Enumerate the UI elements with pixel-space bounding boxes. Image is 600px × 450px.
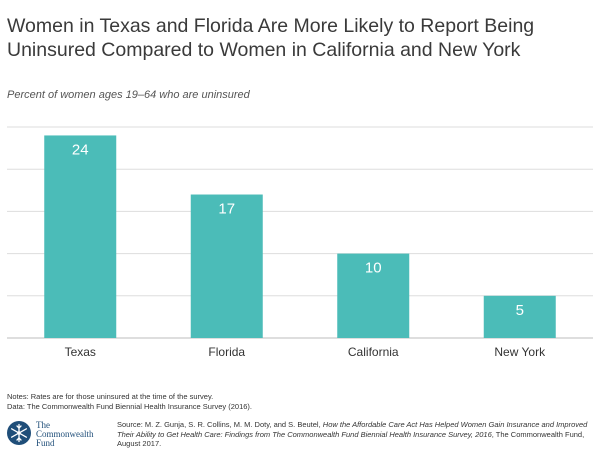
logo-wordmark: The Commonwealth Fund xyxy=(36,421,94,448)
category-label: Texas xyxy=(65,345,96,359)
bar xyxy=(190,194,263,338)
notes-line: Notes: Rates are for those uninsured at … xyxy=(7,392,214,401)
category-label: California xyxy=(348,345,399,359)
logo-text-line: Commonwealth xyxy=(36,429,94,439)
chart-notes: Notes: Rates are for those uninsured at … xyxy=(7,392,252,412)
source-title: How the Affordable Care Act Has Helped W… xyxy=(117,420,588,439)
logo-text-line: Fund xyxy=(36,438,55,448)
chart-subtitle: Percent of women ages 19–64 who are unin… xyxy=(7,89,250,101)
data-line: Data: The Commonwealth Fund Biennial Hea… xyxy=(7,402,252,411)
chart-title: Women in Texas and Florida Are More Like… xyxy=(7,15,535,61)
bars xyxy=(44,135,556,338)
bar xyxy=(483,295,556,338)
source-suffix: , The Commonwealth Fund, August 2017. xyxy=(117,429,585,449)
logo-text-line: The xyxy=(36,420,50,430)
data-labels: 24 17 10 5 xyxy=(72,141,524,318)
bar-chart: 24 17 10 5 Texas Florida California New York xyxy=(7,126,593,359)
bar xyxy=(44,135,117,338)
snowflake-seal-icon xyxy=(7,421,31,445)
data-label: 17 xyxy=(218,201,235,218)
category-labels: Texas Florida California New York xyxy=(65,345,547,359)
data-label: 5 xyxy=(516,302,524,319)
category-label: New York xyxy=(494,345,546,359)
commonwealth-fund-logo: The Commonwealth Fund xyxy=(6,420,116,448)
category-label: Florida xyxy=(208,345,245,359)
source-citation: Source: M. Z. Gunja, S. R. Collins, M. M… xyxy=(117,420,595,449)
data-label: 10 xyxy=(365,260,382,277)
bar xyxy=(337,253,410,338)
data-label: 24 xyxy=(72,141,89,158)
source-prefix: Source: M. Z. Gunja, S. R. Collins, M. M… xyxy=(117,420,323,429)
